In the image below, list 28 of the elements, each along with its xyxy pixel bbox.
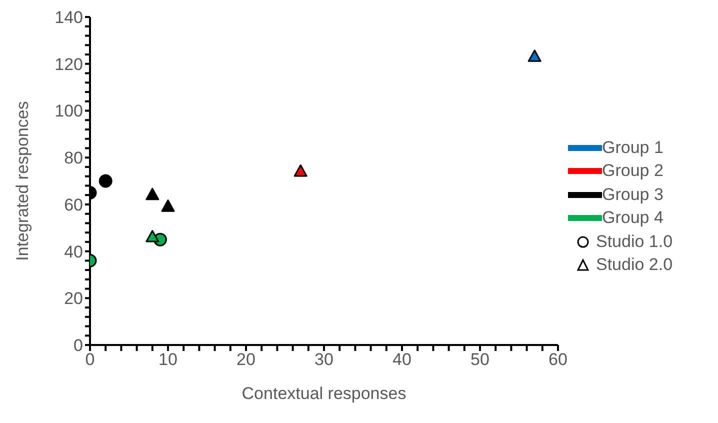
legend-label: Group 1 bbox=[602, 138, 664, 158]
legend-label: Studio 2.0 bbox=[596, 255, 673, 276]
x-axis-title: Contextual responses bbox=[242, 384, 406, 403]
y-tick-label: 140 bbox=[54, 8, 83, 28]
x-tick-label: 20 bbox=[236, 350, 256, 370]
y-tick-label: 80 bbox=[64, 148, 83, 168]
legend-label: Group 2 bbox=[602, 161, 664, 182]
point bbox=[294, 164, 308, 177]
y-tick-label: 20 bbox=[64, 289, 83, 308]
point bbox=[146, 230, 160, 242]
point bbox=[161, 200, 175, 212]
point bbox=[146, 188, 160, 200]
x-tick-label: 50 bbox=[470, 350, 490, 370]
y-tick-label: 100 bbox=[54, 102, 83, 121]
y-axis-title: Integrated responces bbox=[13, 101, 32, 261]
point bbox=[528, 50, 542, 62]
x-tick-label: 40 bbox=[392, 350, 412, 370]
y-tick-label: 0 bbox=[74, 336, 83, 356]
x-tick-label: 30 bbox=[314, 350, 334, 370]
x-tick-label: 0 bbox=[85, 350, 95, 370]
x-tick-label: 60 bbox=[548, 350, 568, 370]
legend-label: Studio 1.0 bbox=[596, 232, 673, 252]
y-tick-label: 40 bbox=[64, 242, 83, 262]
y-tick-label: 120 bbox=[54, 54, 83, 74]
y-tick-label: 60 bbox=[64, 195, 83, 214]
legend-label: Group 4 bbox=[602, 208, 664, 228]
legend-label: Group 3 bbox=[602, 184, 664, 205]
x-tick-label: 10 bbox=[158, 350, 178, 370]
